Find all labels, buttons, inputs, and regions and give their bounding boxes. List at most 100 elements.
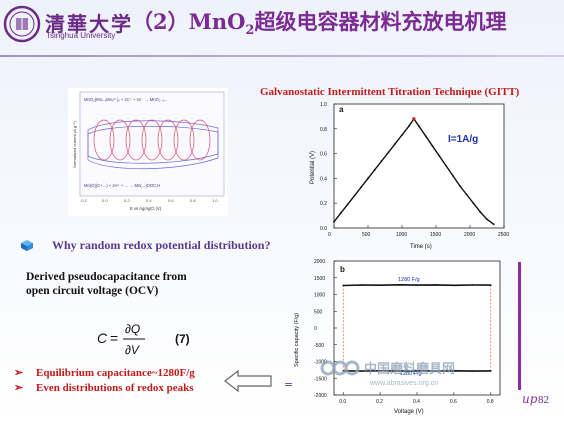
gitt-x-tick-label: 2000 (464, 232, 475, 238)
page-number: 82 (538, 394, 549, 406)
cap-upper-label: 1280 F/g (398, 277, 420, 283)
cv-xtick: -0.2 (80, 198, 88, 203)
derived-text: Derived pseudocapacitance from open circ… (26, 270, 187, 298)
cap-y-tick-label: 500 (314, 309, 323, 315)
cv-ylabel: Normalized current (A g⁻¹) (72, 121, 77, 168)
header-divider (0, 55, 564, 57)
left-arrow-icon (224, 370, 272, 392)
cap-x-tick-label: 0.0 (339, 399, 346, 405)
gitt-series (333, 117, 495, 226)
gitt-point (465, 193, 468, 196)
gitt-x-tick-label: 2500 (498, 232, 509, 238)
cap-point (360, 284, 363, 286)
cap-y-tick-label: 1000 (314, 293, 325, 299)
gitt-point (431, 145, 434, 148)
cap-x-tick-label: 0.2 (376, 399, 383, 405)
svg-text:www.abrasives.org.cn: www.abrasives.org.cn (369, 380, 438, 387)
gitt-point (339, 212, 342, 215)
gitt-point (353, 194, 356, 197)
gitt-y-tick-label: 0.0 (320, 226, 327, 232)
gitt-point (479, 210, 482, 213)
gitt-y-tick-label: 0.6 (320, 152, 327, 158)
gitt-x-tick-label: 0 (328, 232, 331, 238)
cap-point (379, 284, 381, 286)
question-text: Why random redox potential distribution? (52, 238, 271, 252)
cv-xtick: 0.2 (124, 198, 130, 203)
cap-point (416, 284, 418, 286)
university-seal-icon (3, 5, 41, 43)
gitt-point (373, 168, 376, 171)
cap-y-tick-label: 0 (314, 326, 317, 332)
cap-y-tick-label: -2000 (314, 393, 327, 399)
cap-point (453, 370, 455, 372)
cap-x-tick-label: 0.4 (413, 399, 420, 405)
gitt-point (360, 186, 363, 188)
watermark-logo: 中国磨料磨具网 www.abrasives.org.cn (320, 360, 455, 387)
cap-point (397, 283, 400, 286)
cv-eq-bottom: Mn(O)(C+...) + zH⁺ + ... → Mn(...)OOC,H (84, 183, 160, 188)
cap-point (434, 370, 437, 372)
cap-y-tick-label: 2000 (314, 259, 325, 265)
cap-y-tick-label: -1500 (314, 376, 327, 382)
cv-xtick: 1.0 (212, 198, 218, 203)
arrow-bullet-icon: ➢ (14, 382, 24, 394)
gitt-xlabel: Time (s) (410, 244, 432, 250)
cv-xtick: 0.0 (102, 198, 108, 203)
derived-line-1: Derived pseudocapacitance from (26, 271, 187, 283)
cube-icon (21, 240, 33, 251)
gitt-y-tick-label: 0.4 (320, 176, 327, 182)
up-mark: up (522, 392, 538, 406)
gitt-point (438, 155, 441, 157)
gitt-point (407, 125, 410, 128)
gitt-ylabel: Potential (V) (310, 151, 316, 184)
bullet-list: ➢ Equilibrium capacitance~1280F/g ➢ Even d… (14, 366, 195, 396)
cap-panel-label: b (340, 265, 345, 274)
gitt-x-tick-label: 1500 (430, 232, 441, 238)
gitt-x-tick-label: 1000 (396, 232, 407, 238)
gitt-x-ticks: 0 500 1000 1500 2000 2500 (328, 225, 509, 238)
cap-x-tick-label: 0.8 (487, 399, 494, 405)
gitt-point (424, 135, 427, 138)
cap-point (360, 370, 363, 372)
gitt-point (492, 223, 495, 226)
cap-point (434, 284, 437, 286)
cap-y-tick-label: -500 (314, 343, 324, 349)
logo-subtitle: Tsinghua University (46, 31, 116, 40)
capacitance-equation: C = ∂Q ∂V (7) (97, 322, 190, 357)
cv-eq-top: MnO₂(Mnᵢ₋ₓMnₓ³⁺)ₓ + zC⁺ + ze⁻ → MnO₂₋ₓ..… (84, 97, 168, 102)
cap-x-ticks: 0.0 0.2 0.4 0.6 0.8 (339, 392, 494, 405)
eq-number: (7) (175, 332, 190, 346)
cv-xtick: 0.8 (190, 198, 196, 203)
bullet-item: ➢ Equilibrium capacitance~1280F/g (14, 367, 195, 379)
gitt-y-tick-label: 0.2 (320, 201, 327, 207)
gitt-point (486, 218, 488, 221)
gitt-point (458, 184, 461, 187)
right-accent-bar (518, 262, 521, 390)
gitt-point (394, 142, 397, 145)
logo-text: 清華大学 (45, 12, 133, 36)
cap-ylabel: Specific capacity (F/g) (294, 313, 300, 367)
capacitance-chart: b 2000 1500 1000 500 0 -500 -1000 -1500 -2000 0.… (294, 259, 501, 415)
cv-xlabel: E vs Ag/AgCl (V) (130, 206, 162, 211)
cap-point (379, 370, 381, 372)
gitt-point (333, 220, 335, 223)
cv-figure: MnO₂(Mnᵢ₋ₓMnₓ³⁺)ₓ + zC⁺ + ze⁻ → MnO₂₋ₓ..… (68, 88, 228, 216)
gitt-chart: a I=1A/g 0.0 0.2 0.4 0.6 0.8 1.0 0 500 1000 1500… (310, 102, 509, 250)
cap-point (489, 370, 492, 372)
gitt-y-tick-label: 1.0 (320, 102, 327, 108)
gitt-point (401, 134, 403, 136)
cv-xtick: 0.4 (146, 198, 152, 203)
gitt-point (472, 202, 475, 205)
gitt-title: Galvanostatic Intermittent Titration Tec… (260, 86, 520, 98)
gitt-point (445, 165, 448, 167)
cap-y-ticks: 2000 1500 1000 500 0 -500 -1000 -1500 -2000 (314, 259, 337, 399)
eq-equals: = (110, 330, 118, 346)
gitt-point (418, 125, 420, 128)
equals-mark: = (284, 378, 294, 391)
cap-y-tick-label: -1000 (314, 360, 327, 366)
arrow-bullet-icon: ➢ (14, 367, 24, 379)
derived-line-2: open circuit voltage (OCV) (26, 285, 159, 297)
gitt-point (346, 203, 349, 206)
eq-numerator: ∂Q (125, 322, 140, 336)
cap-series (342, 283, 492, 372)
